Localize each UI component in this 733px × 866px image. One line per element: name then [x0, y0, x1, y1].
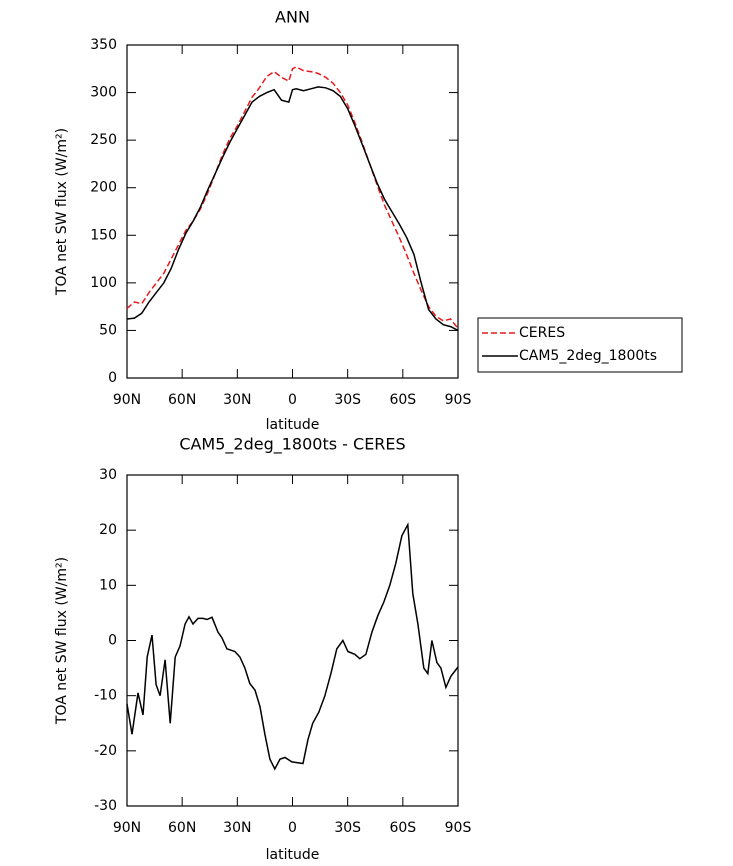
x-tick-label: 0 — [288, 820, 297, 836]
x-tick-label: 90S — [445, 820, 472, 836]
y-tick-label: 100 — [90, 275, 117, 291]
y-tick-label: 250 — [90, 132, 117, 148]
y-tick-label: 150 — [90, 227, 117, 243]
y-axis-label: TOA net SW flux (W/m²) — [54, 128, 70, 296]
y-tick-label: 300 — [90, 85, 117, 101]
x-tick-label: 30S — [334, 392, 361, 408]
x-tick-label: 30S — [334, 820, 361, 836]
legend: CERES CAM5_2deg_1800ts — [477, 317, 683, 373]
x-tick-label: 30N — [223, 392, 251, 408]
y-tick-label: -20 — [94, 743, 117, 759]
y-axis-label: TOA net SW flux (W/m²) — [54, 557, 70, 725]
x-tick-label: 90N — [113, 392, 141, 408]
series-line — [126, 522, 459, 771]
y-tick-label: -30 — [94, 798, 117, 814]
x-tick-label: 0 — [288, 392, 297, 408]
chart-title: ANN — [275, 8, 310, 27]
x-tick-label: 60S — [389, 820, 416, 836]
legend-box — [477, 317, 683, 373]
x-tick-label: 30N — [223, 820, 251, 836]
y-tick-label: 50 — [99, 322, 117, 338]
legend-label: CAM5_2deg_1800ts — [519, 348, 657, 364]
x-tick-label: 90S — [445, 392, 472, 408]
y-tick-label: 10 — [99, 577, 117, 593]
y-tick-label: 350 — [90, 37, 117, 53]
series-line — [126, 66, 459, 329]
x-tick-label: 60N — [168, 392, 196, 408]
y-tick-label: 0 — [108, 633, 117, 649]
series-line — [126, 86, 459, 332]
legend-label: CERES — [519, 325, 565, 341]
x-tick-label: 60N — [168, 820, 196, 836]
plot-frame — [126, 44, 459, 379]
y-tick-label: -10 — [94, 688, 117, 704]
chart-title: CAM5_2deg_1800ts - CERES — [179, 435, 405, 455]
y-tick-label: 200 — [90, 180, 117, 196]
y-tick-label: 30 — [99, 467, 117, 483]
y-tick-label: 20 — [99, 522, 117, 538]
x-axis-label: latitude — [266, 417, 320, 433]
x-tick-label: 60S — [389, 392, 416, 408]
x-axis-label: latitude — [266, 847, 320, 863]
x-tick-label: 90N — [113, 820, 141, 836]
y-tick-label: 0 — [108, 370, 117, 386]
